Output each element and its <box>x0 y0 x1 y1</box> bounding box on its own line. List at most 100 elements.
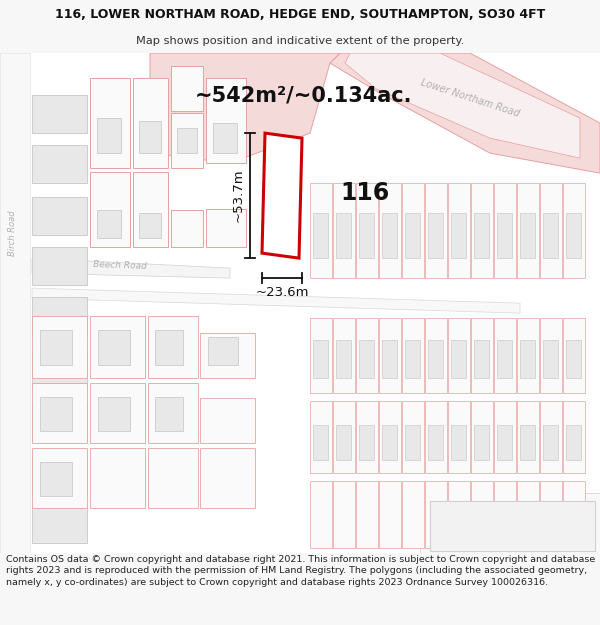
Bar <box>206 209 246 247</box>
Text: 116, LOWER NORTHAM ROAD, HEDGE END, SOUTHAMPTON, SO30 4FT: 116, LOWER NORTHAM ROAD, HEDGE END, SOUT… <box>55 8 545 21</box>
Bar <box>310 318 332 393</box>
Bar <box>517 183 539 278</box>
Bar <box>382 425 397 460</box>
Bar <box>32 145 87 183</box>
Bar <box>40 397 72 431</box>
Text: ~53.7m: ~53.7m <box>232 169 245 222</box>
Bar <box>32 247 87 285</box>
Bar <box>40 462 72 496</box>
Bar <box>333 401 355 473</box>
Bar <box>356 481 378 548</box>
Bar <box>494 183 516 278</box>
Bar <box>402 401 424 473</box>
Bar <box>208 337 238 365</box>
Bar <box>0 53 30 553</box>
Bar <box>540 183 562 278</box>
Polygon shape <box>420 493 600 553</box>
Bar <box>497 340 512 378</box>
Bar <box>171 66 203 111</box>
Bar <box>451 340 466 378</box>
Bar <box>171 113 203 168</box>
Bar <box>336 213 351 258</box>
Bar <box>425 481 447 548</box>
Polygon shape <box>32 288 520 313</box>
Bar <box>428 340 443 378</box>
Bar <box>32 403 87 441</box>
Bar <box>359 213 374 258</box>
Bar <box>563 318 585 393</box>
Bar <box>206 78 246 163</box>
Bar <box>200 333 255 378</box>
Bar <box>405 213 420 258</box>
Polygon shape <box>150 53 340 163</box>
Bar <box>566 340 581 378</box>
Text: Map shows position and indicative extent of the property.: Map shows position and indicative extent… <box>136 36 464 46</box>
Bar <box>336 425 351 460</box>
Bar <box>359 340 374 378</box>
Bar <box>155 330 183 365</box>
Polygon shape <box>345 53 580 158</box>
Bar <box>310 401 332 473</box>
Bar <box>471 183 493 278</box>
Bar <box>563 481 585 548</box>
Bar <box>494 401 516 473</box>
Bar <box>563 183 585 278</box>
Bar <box>430 501 595 551</box>
Bar <box>382 213 397 258</box>
Bar <box>356 401 378 473</box>
Bar <box>402 183 424 278</box>
Bar <box>425 183 447 278</box>
Text: ~23.6m: ~23.6m <box>255 286 309 299</box>
Bar <box>448 318 470 393</box>
Bar <box>448 401 470 473</box>
Bar <box>90 316 145 378</box>
Bar <box>428 213 443 258</box>
Bar <box>313 425 328 460</box>
Bar <box>471 481 493 548</box>
Bar <box>543 425 558 460</box>
Bar <box>428 425 443 460</box>
Bar <box>155 397 183 431</box>
Bar <box>494 481 516 548</box>
Bar <box>451 425 466 460</box>
Text: Contains OS data © Crown copyright and database right 2021. This information is : Contains OS data © Crown copyright and d… <box>6 554 595 587</box>
Bar <box>90 383 145 443</box>
Text: Birch Road: Birch Road <box>8 210 17 256</box>
Text: 116: 116 <box>340 181 389 205</box>
Bar <box>333 481 355 548</box>
Bar <box>97 210 121 238</box>
Bar <box>382 340 397 378</box>
Bar <box>379 401 401 473</box>
Bar <box>148 448 198 508</box>
Bar <box>405 340 420 378</box>
Bar <box>90 448 145 508</box>
Bar <box>566 425 581 460</box>
Polygon shape <box>262 133 302 258</box>
Bar <box>32 383 87 443</box>
Bar <box>497 213 512 258</box>
Bar <box>32 448 87 508</box>
Bar <box>313 213 328 258</box>
Text: ~542m²/~0.134ac.: ~542m²/~0.134ac. <box>195 85 413 105</box>
Bar <box>148 316 198 378</box>
Bar <box>40 330 72 365</box>
Bar <box>497 425 512 460</box>
Bar <box>520 340 535 378</box>
Bar <box>139 121 161 153</box>
Bar <box>425 401 447 473</box>
Bar <box>177 128 197 153</box>
Bar <box>474 213 489 258</box>
Bar <box>379 481 401 548</box>
Bar <box>402 318 424 393</box>
Bar <box>566 213 581 258</box>
Bar <box>448 481 470 548</box>
Bar <box>333 183 355 278</box>
Bar <box>98 397 130 431</box>
Bar <box>98 330 130 365</box>
Bar <box>32 95 87 133</box>
Bar <box>543 340 558 378</box>
Bar <box>405 425 420 460</box>
Bar <box>517 481 539 548</box>
Bar <box>32 297 87 335</box>
Bar <box>133 78 168 168</box>
